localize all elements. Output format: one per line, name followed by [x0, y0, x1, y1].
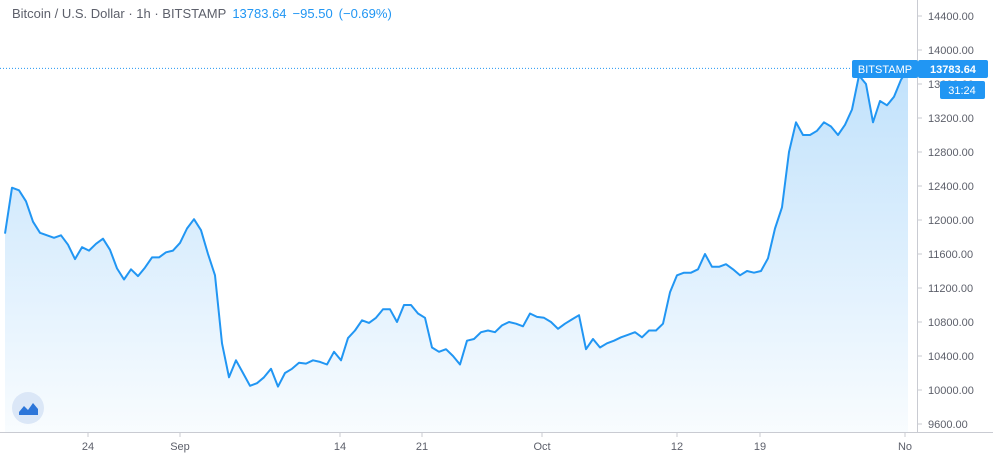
exchange-tag: [852, 60, 918, 78]
y-tick-label: 12800.00: [928, 147, 974, 159]
last-price-tag-label: 13783.64: [930, 64, 977, 76]
legend-change-pct: (−0.69%): [338, 6, 392, 21]
legend-change: −95.50: [292, 6, 333, 21]
x-tick-label: 12: [671, 441, 683, 453]
x-tick-label: No: [898, 441, 912, 453]
countdown-tag: [940, 81, 985, 99]
x-tick-label: 19: [754, 441, 766, 453]
price-area-fill: [5, 68, 908, 433]
x-tick-label: 14: [334, 441, 346, 453]
y-tick-label: 11600.00: [928, 249, 973, 261]
y-tick-label: 10800.00: [928, 317, 974, 329]
y-tick-label: 12000.00: [928, 215, 974, 227]
x-tick-label: 24: [82, 441, 94, 453]
axes: 9600.00 10000.00 10400.00 10800.00 11200.00 1…: [0, 0, 993, 453]
y-tick-label: 11200.00: [928, 283, 973, 295]
x-tick-label: 21: [416, 441, 428, 453]
exchange-tag-label: BITSTAMP: [858, 64, 912, 76]
countdown-tag-label: 31:24: [948, 85, 976, 97]
legend-last-price: 13783.64: [232, 6, 287, 21]
y-tick-label: 12400.00: [928, 181, 974, 193]
x-tick-label: Oct: [533, 441, 550, 453]
symbol-legend[interactable]: Bitcoin / U.S. Dollar · 1h · BITSTAMP 137…: [12, 6, 392, 21]
symbol-label: Bitcoin / U.S. Dollar · 1h · BITSTAMP: [12, 6, 227, 21]
price-line: [4, 67, 909, 388]
y-tick-label: 10000.00: [928, 385, 974, 397]
y-tick-label: 13200.00: [928, 113, 974, 125]
price-tags: BITSTAMP 13783.64 31:24: [852, 60, 988, 99]
y-tick-label: 10400.00: [928, 351, 974, 363]
x-axis[interactable]: 24 Sep 14 21 Oct 12 19 No: [82, 432, 912, 453]
plot-area: [0, 67, 917, 433]
y-tick-label: 14400.00: [928, 11, 974, 23]
x-tick-label: Sep: [170, 441, 190, 453]
tradingview-logo-button[interactable]: [12, 392, 44, 424]
tradingview-logo-icon: [19, 403, 38, 415]
y-tick-label: 14000.00: [928, 45, 974, 57]
y-tick-label: 9600.00: [928, 419, 968, 431]
last-price-tag: [918, 60, 988, 78]
y-axis[interactable]: 9600.00 10000.00 10400.00 10800.00 11200.00 1…: [917, 11, 974, 431]
